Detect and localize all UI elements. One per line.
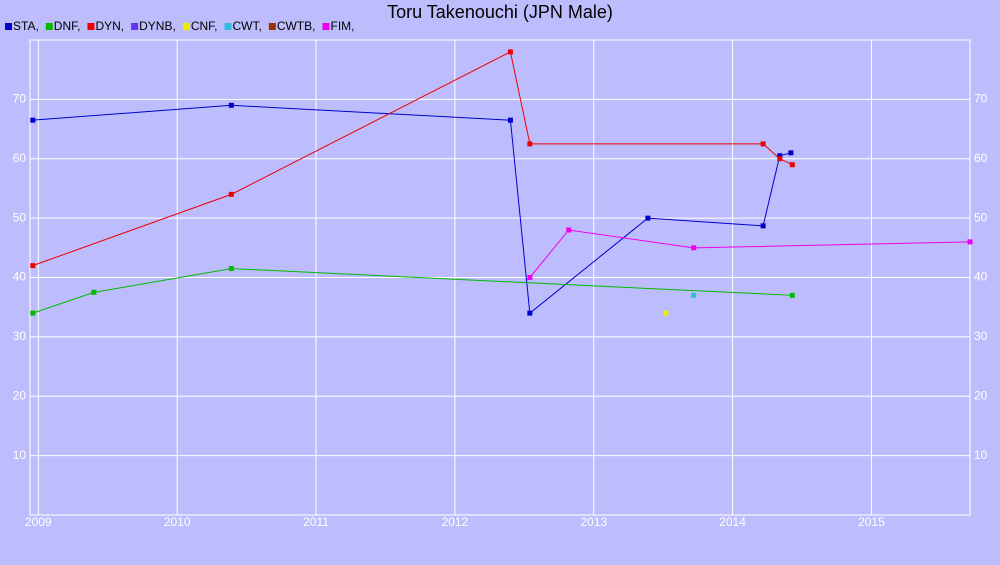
data-point [691,245,697,251]
y-tick-label-right: 50 [974,210,988,224]
data-point [788,150,794,156]
series-line [32,104,792,315]
data-point [760,141,766,147]
legend-label: CWT, [232,19,261,33]
y-tick-label-right: 30 [974,329,988,343]
data-point [691,292,697,298]
data-point [645,215,651,221]
x-tick-label: 2013 [580,515,607,529]
legend-label: CNF, [191,19,218,33]
data-point [507,49,513,55]
y-tick-label-right: 60 [974,151,988,165]
chart-title: Toru Takenouchi (JPN Male) [387,2,613,22]
legend-marker [182,23,190,30]
y-tick-label: 40 [13,270,27,284]
y-tick-label: 10 [13,448,27,462]
data-point [30,117,36,123]
legend-label: STA, [13,19,39,33]
y-tick-label: 20 [13,388,27,402]
legend-marker [131,23,139,30]
data-point [228,266,234,272]
data-point [91,289,97,295]
data-point [30,310,36,316]
data-point [30,263,36,269]
y-tick-label-right: 10 [974,448,988,462]
x-tick-label: 2015 [858,515,885,529]
data-point [967,239,973,245]
legend-marker [322,23,330,30]
x-tick-label: 2012 [442,515,469,529]
y-tick-label: 50 [13,210,27,224]
legend-marker [5,23,12,30]
x-tick-label: 2014 [719,515,746,529]
x-tick-label: 2009 [25,515,52,529]
data-point [777,156,783,162]
data-point [228,191,234,197]
y-tick-label: 70 [13,92,27,106]
y-tick-label: 30 [13,329,27,343]
data-point [527,141,533,147]
y-tick-label-right: 40 [974,270,988,284]
y-tick-label-right: 20 [974,388,988,402]
legend-marker [268,23,276,30]
data-point [777,153,783,159]
data-point [789,162,795,168]
legend-label: DYN, [95,19,124,33]
series-line [32,268,793,314]
data-point [527,275,533,280]
data-point [566,227,572,233]
legend-label: CWTB, [277,19,316,33]
legend-marker [45,23,53,30]
data-point [789,292,795,298]
x-tick-label: 2010 [164,515,191,529]
data-point [663,310,669,316]
legend-marker [224,23,232,30]
x-tick-label: 2011 [303,515,329,529]
series-line [529,229,971,278]
legend-label: DYNB, [139,19,176,33]
data-point [507,117,513,123]
data-point [228,102,234,108]
legend-label: FIM, [330,19,354,33]
y-tick-label: 60 [13,151,27,165]
data-point [527,310,533,316]
y-tick-label-right: 70 [974,92,988,106]
legend-marker [87,23,95,30]
data-point [760,223,766,229]
legend-label: DNF, [54,19,81,33]
